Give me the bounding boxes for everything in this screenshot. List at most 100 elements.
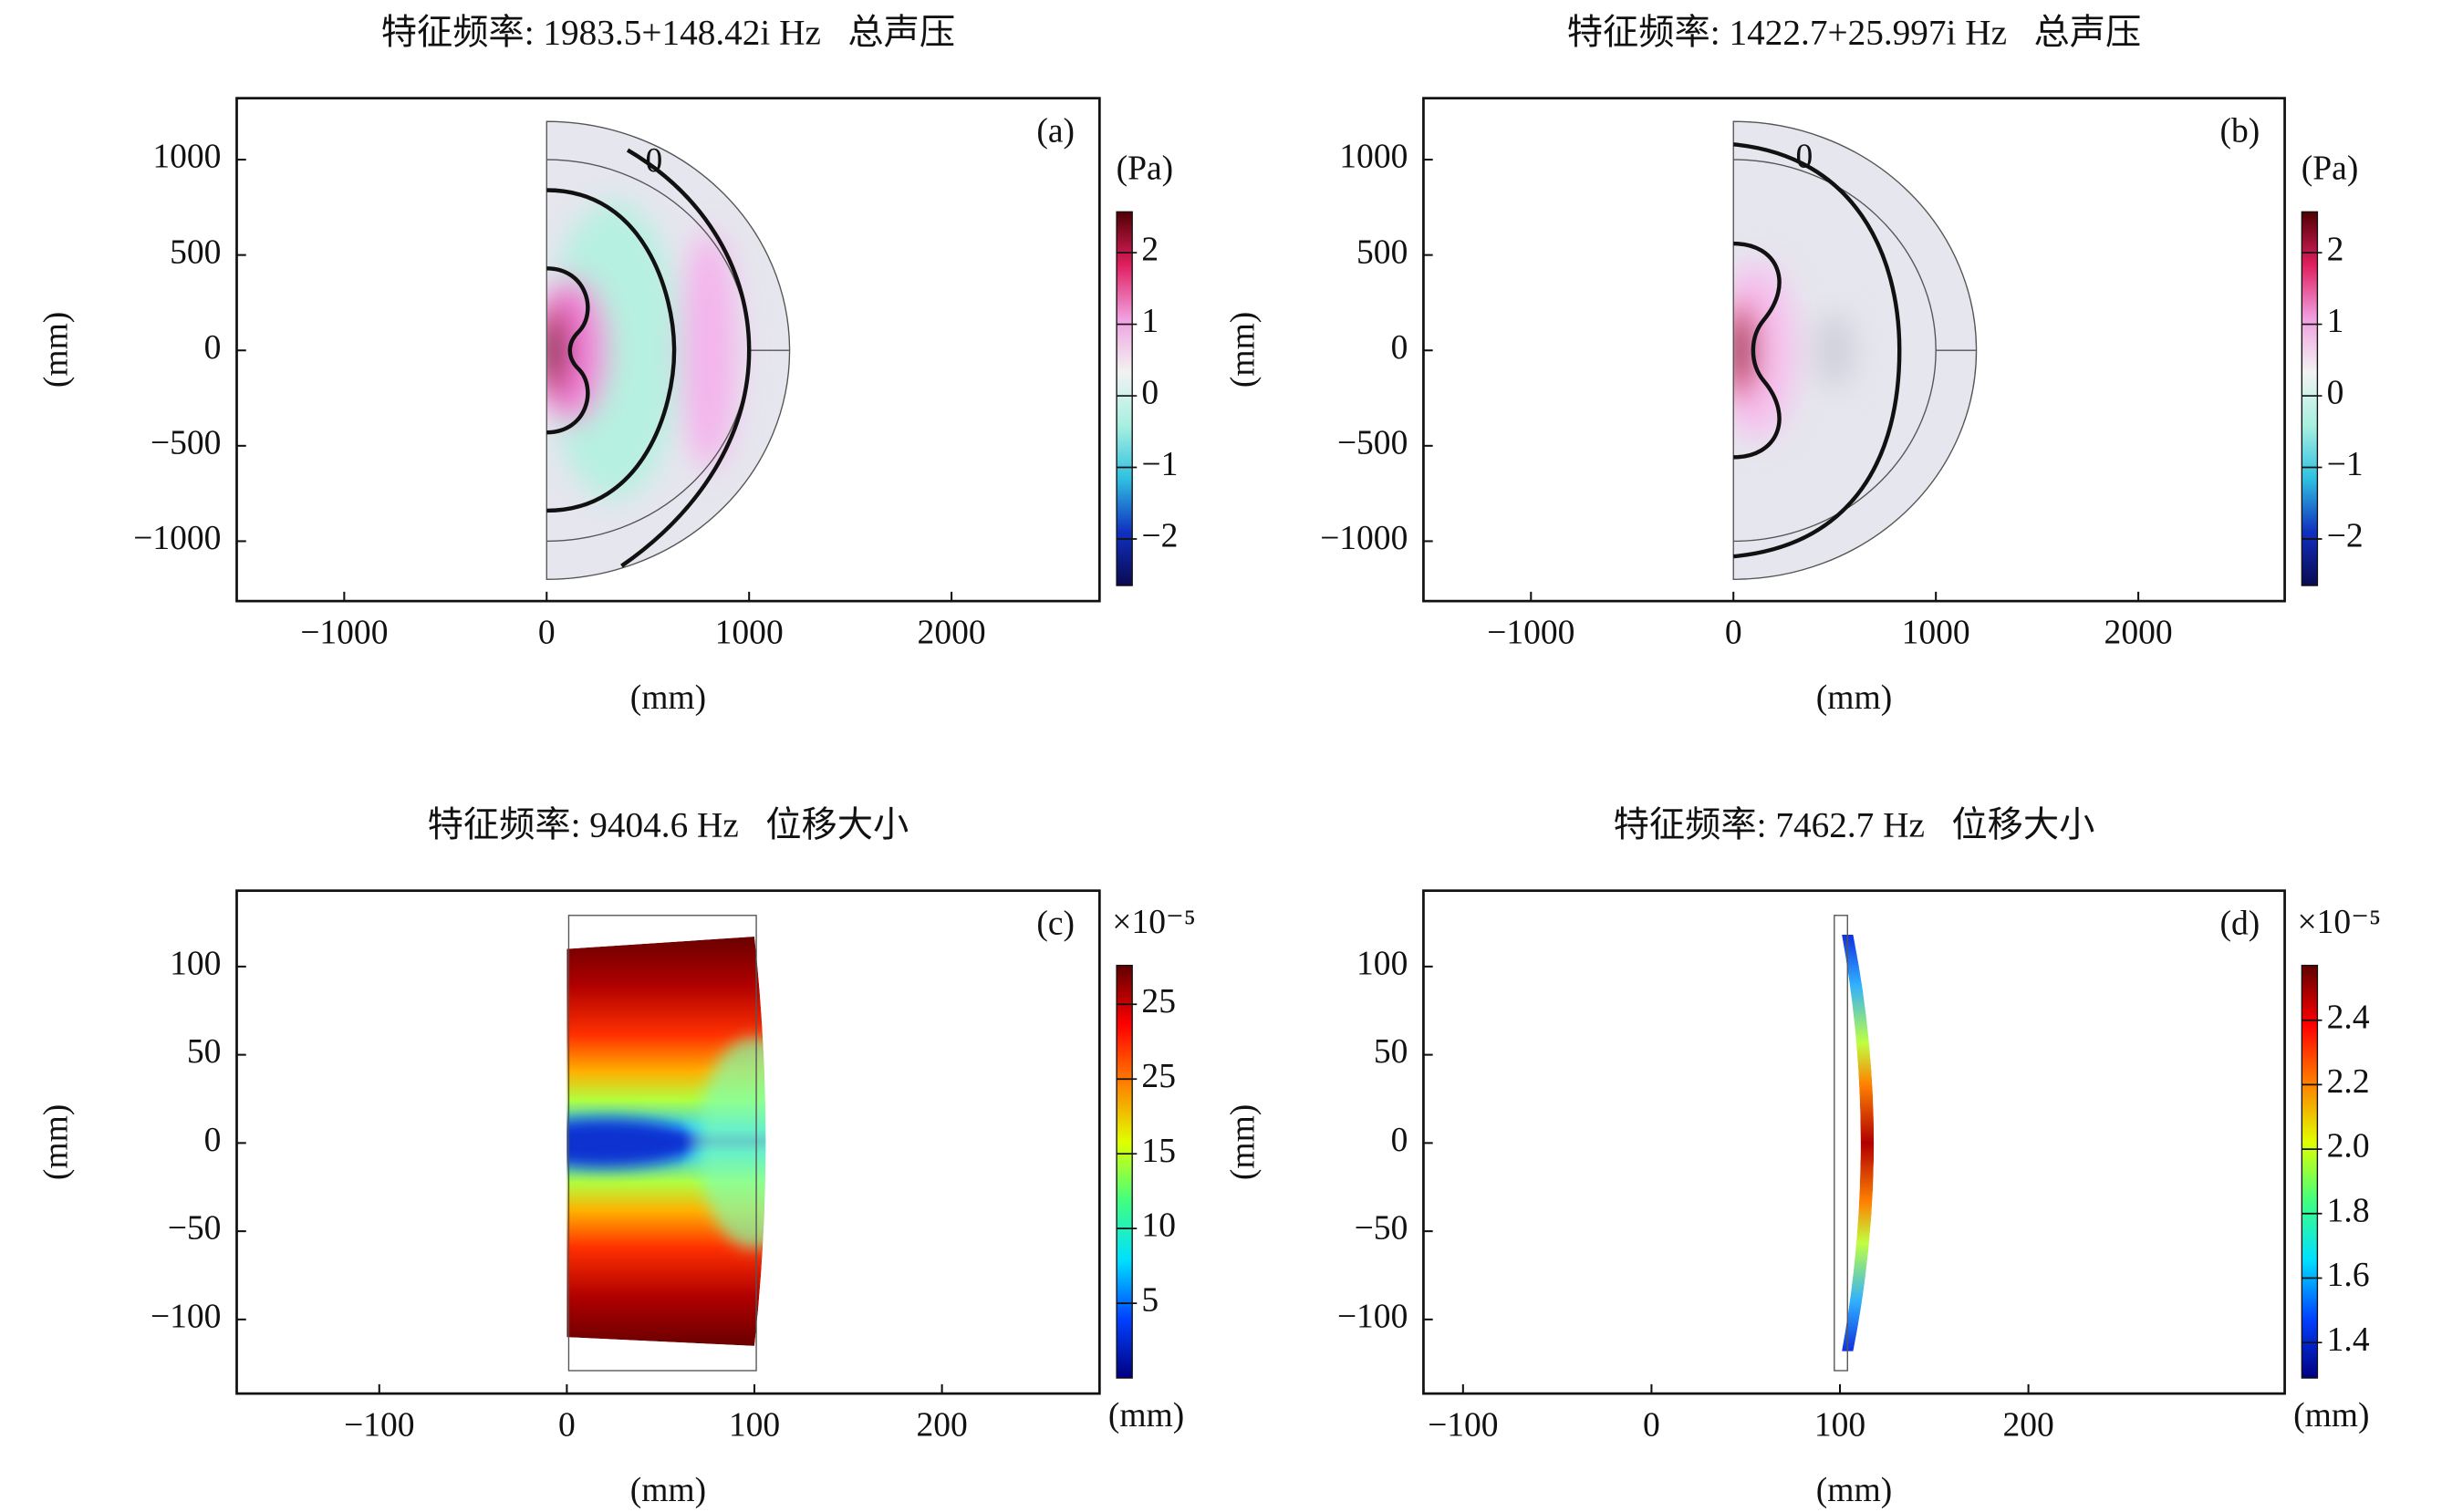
panel-label: (d) (2219, 906, 2260, 943)
field (566, 936, 766, 1346)
region-high (680, 232, 737, 469)
y-axis-label: (mm) (1224, 312, 1262, 388)
colorbar-tick-label: 2.2 (2327, 1063, 2370, 1101)
x-tick-label: −1000 (1487, 614, 1574, 651)
y-tick-label: 500 (1356, 233, 1408, 271)
field-blur (1733, 263, 1855, 439)
y-tick-label: 100 (170, 946, 221, 983)
field (1842, 935, 1875, 1351)
contour-label: 0 (1796, 139, 1813, 176)
colorbar (2301, 211, 2319, 586)
x-axis-label: (mm) (630, 1472, 706, 1509)
colorbar-multiplier: ×10⁻⁵ (2297, 904, 2381, 941)
x-tick-label: 0 (1725, 614, 1742, 651)
colorbar-tick-label: 25 (1141, 1058, 1176, 1095)
x-tick-label: 200 (2002, 1406, 2053, 1444)
colorbar-tick-label: 15 (1141, 1133, 1176, 1170)
region-lobe (1733, 263, 1797, 439)
colorbar-unit: (Pa) (1117, 150, 1174, 188)
deformed-shape (1842, 935, 1875, 1351)
region-right (698, 1037, 766, 1249)
colorbar-tick-label: 1 (1141, 303, 1159, 340)
y-axis-label: (mm) (38, 1104, 76, 1180)
chart-title: 特征频率: 1983.5+148.42i Hz 总声压 (381, 12, 955, 52)
y-tick-label: 50 (187, 1033, 222, 1071)
region-center (566, 1118, 699, 1168)
region-core (1733, 319, 1748, 381)
y-tick-label: −1000 (133, 520, 221, 557)
colorbar-tick-label: −1 (2327, 446, 2364, 483)
x-tick-label: 100 (729, 1406, 780, 1444)
contour-line (1733, 142, 1902, 559)
region-low (546, 202, 681, 500)
colorbar-tick-label: 1.4 (2327, 1321, 2370, 1359)
y-tick-label: 50 (1374, 1033, 1408, 1071)
x-tick-label: −100 (1428, 1406, 1499, 1444)
y-tick-label: 0 (204, 1122, 222, 1159)
panel-label: (b) (2219, 113, 2260, 150)
y-tick-label: 1000 (1339, 139, 1408, 176)
x-tick-label: 0 (538, 614, 556, 651)
boundary (546, 120, 790, 580)
x-tick-label: 1000 (715, 614, 784, 651)
y-tick-label: −500 (151, 424, 222, 461)
field-blur (566, 1037, 766, 1249)
chart-title: 特征频率: 1422.7+25.997i Hz 总声压 (1567, 12, 2141, 52)
colorbar (1116, 211, 1133, 586)
contour-line (620, 148, 752, 568)
chart-title: 特征频率: 9404.6 Hz 位移大小 (428, 804, 909, 844)
region-core (546, 321, 561, 379)
colorbar-unit: (mm) (2293, 1397, 2369, 1434)
y-tick-label: 0 (1391, 329, 1408, 367)
region-blob (1814, 312, 1855, 389)
x-axis-label: (mm) (1816, 1472, 1892, 1509)
panel-label: (a) (1036, 113, 1075, 150)
y-tick-label: −50 (1355, 1210, 1408, 1248)
x-tick-label: 100 (1814, 1406, 1865, 1444)
x-tick-label: −100 (344, 1406, 415, 1444)
y-tick-label: −100 (151, 1298, 222, 1335)
y-tick-label: −100 (1337, 1298, 1408, 1335)
panel: 特征频率: 9404.6 Hz 位移大小 (c) −100 0 100 200 100 50 0… (38, 804, 1196, 1509)
contour-line (1733, 241, 1782, 460)
colorbar-tick-label: 2.0 (2327, 1128, 2370, 1165)
colorbar-tick-label: 1.6 (2327, 1257, 2370, 1294)
undeformed-outline (567, 915, 757, 1372)
x-tick-label: 1000 (1902, 614, 1970, 651)
y-tick-label: −1000 (1320, 520, 1408, 557)
panel: 特征频率: 7462.7 Hz 位移大小 (d) −100 0 100 200 100 50 0… (1224, 804, 2381, 1509)
colorbar-tick-label: 1 (2327, 303, 2344, 340)
colorbar-tick-label: 10 (1141, 1207, 1176, 1245)
chart-title: 特征频率: 7462.7 Hz 位移大小 (1614, 804, 2095, 844)
colorbar-tick-label: 2 (1141, 232, 1159, 269)
boundary (1732, 120, 1977, 580)
y-tick-label: 0 (1391, 1122, 1408, 1159)
panel-label: (c) (1036, 906, 1075, 943)
colorbar-tick-label: 5 (1141, 1282, 1159, 1320)
colorbar-tick-label: 0 (1141, 375, 1159, 412)
colorbar-tick-label: 0 (2327, 375, 2344, 412)
colorbar-multiplier: ×10⁻⁵ (1112, 904, 1196, 941)
x-axis-label: (mm) (1816, 679, 1892, 717)
panel: 特征频率: 1983.5+148.42i Hz 总声压 0 (a) −1000 0 100… (38, 12, 1179, 717)
x-tick-label: 0 (1643, 1406, 1660, 1444)
colorbar-unit: (Pa) (2302, 150, 2359, 188)
colorbar-unit: (mm) (1108, 1397, 1184, 1434)
x-tick-label: 2000 (2104, 614, 2173, 651)
colorbar (2301, 964, 2319, 1379)
undeformed-outline (1834, 915, 1848, 1372)
x-tick-label: 2000 (918, 614, 986, 651)
y-tick-label: 500 (170, 233, 221, 271)
y-tick-label: −500 (1337, 424, 1408, 461)
y-tick-label: −50 (168, 1210, 222, 1248)
x-tick-label: 0 (558, 1406, 576, 1444)
colorbar-tick-label: −2 (2327, 518, 2364, 555)
y-axis-label: (mm) (1224, 1104, 1262, 1180)
contour-line (546, 188, 677, 513)
x-tick-label: 200 (916, 1406, 967, 1444)
x-tick-label: −1000 (300, 614, 388, 651)
y-tick-label: 0 (204, 329, 222, 367)
x-axis-label: (mm) (630, 679, 706, 717)
